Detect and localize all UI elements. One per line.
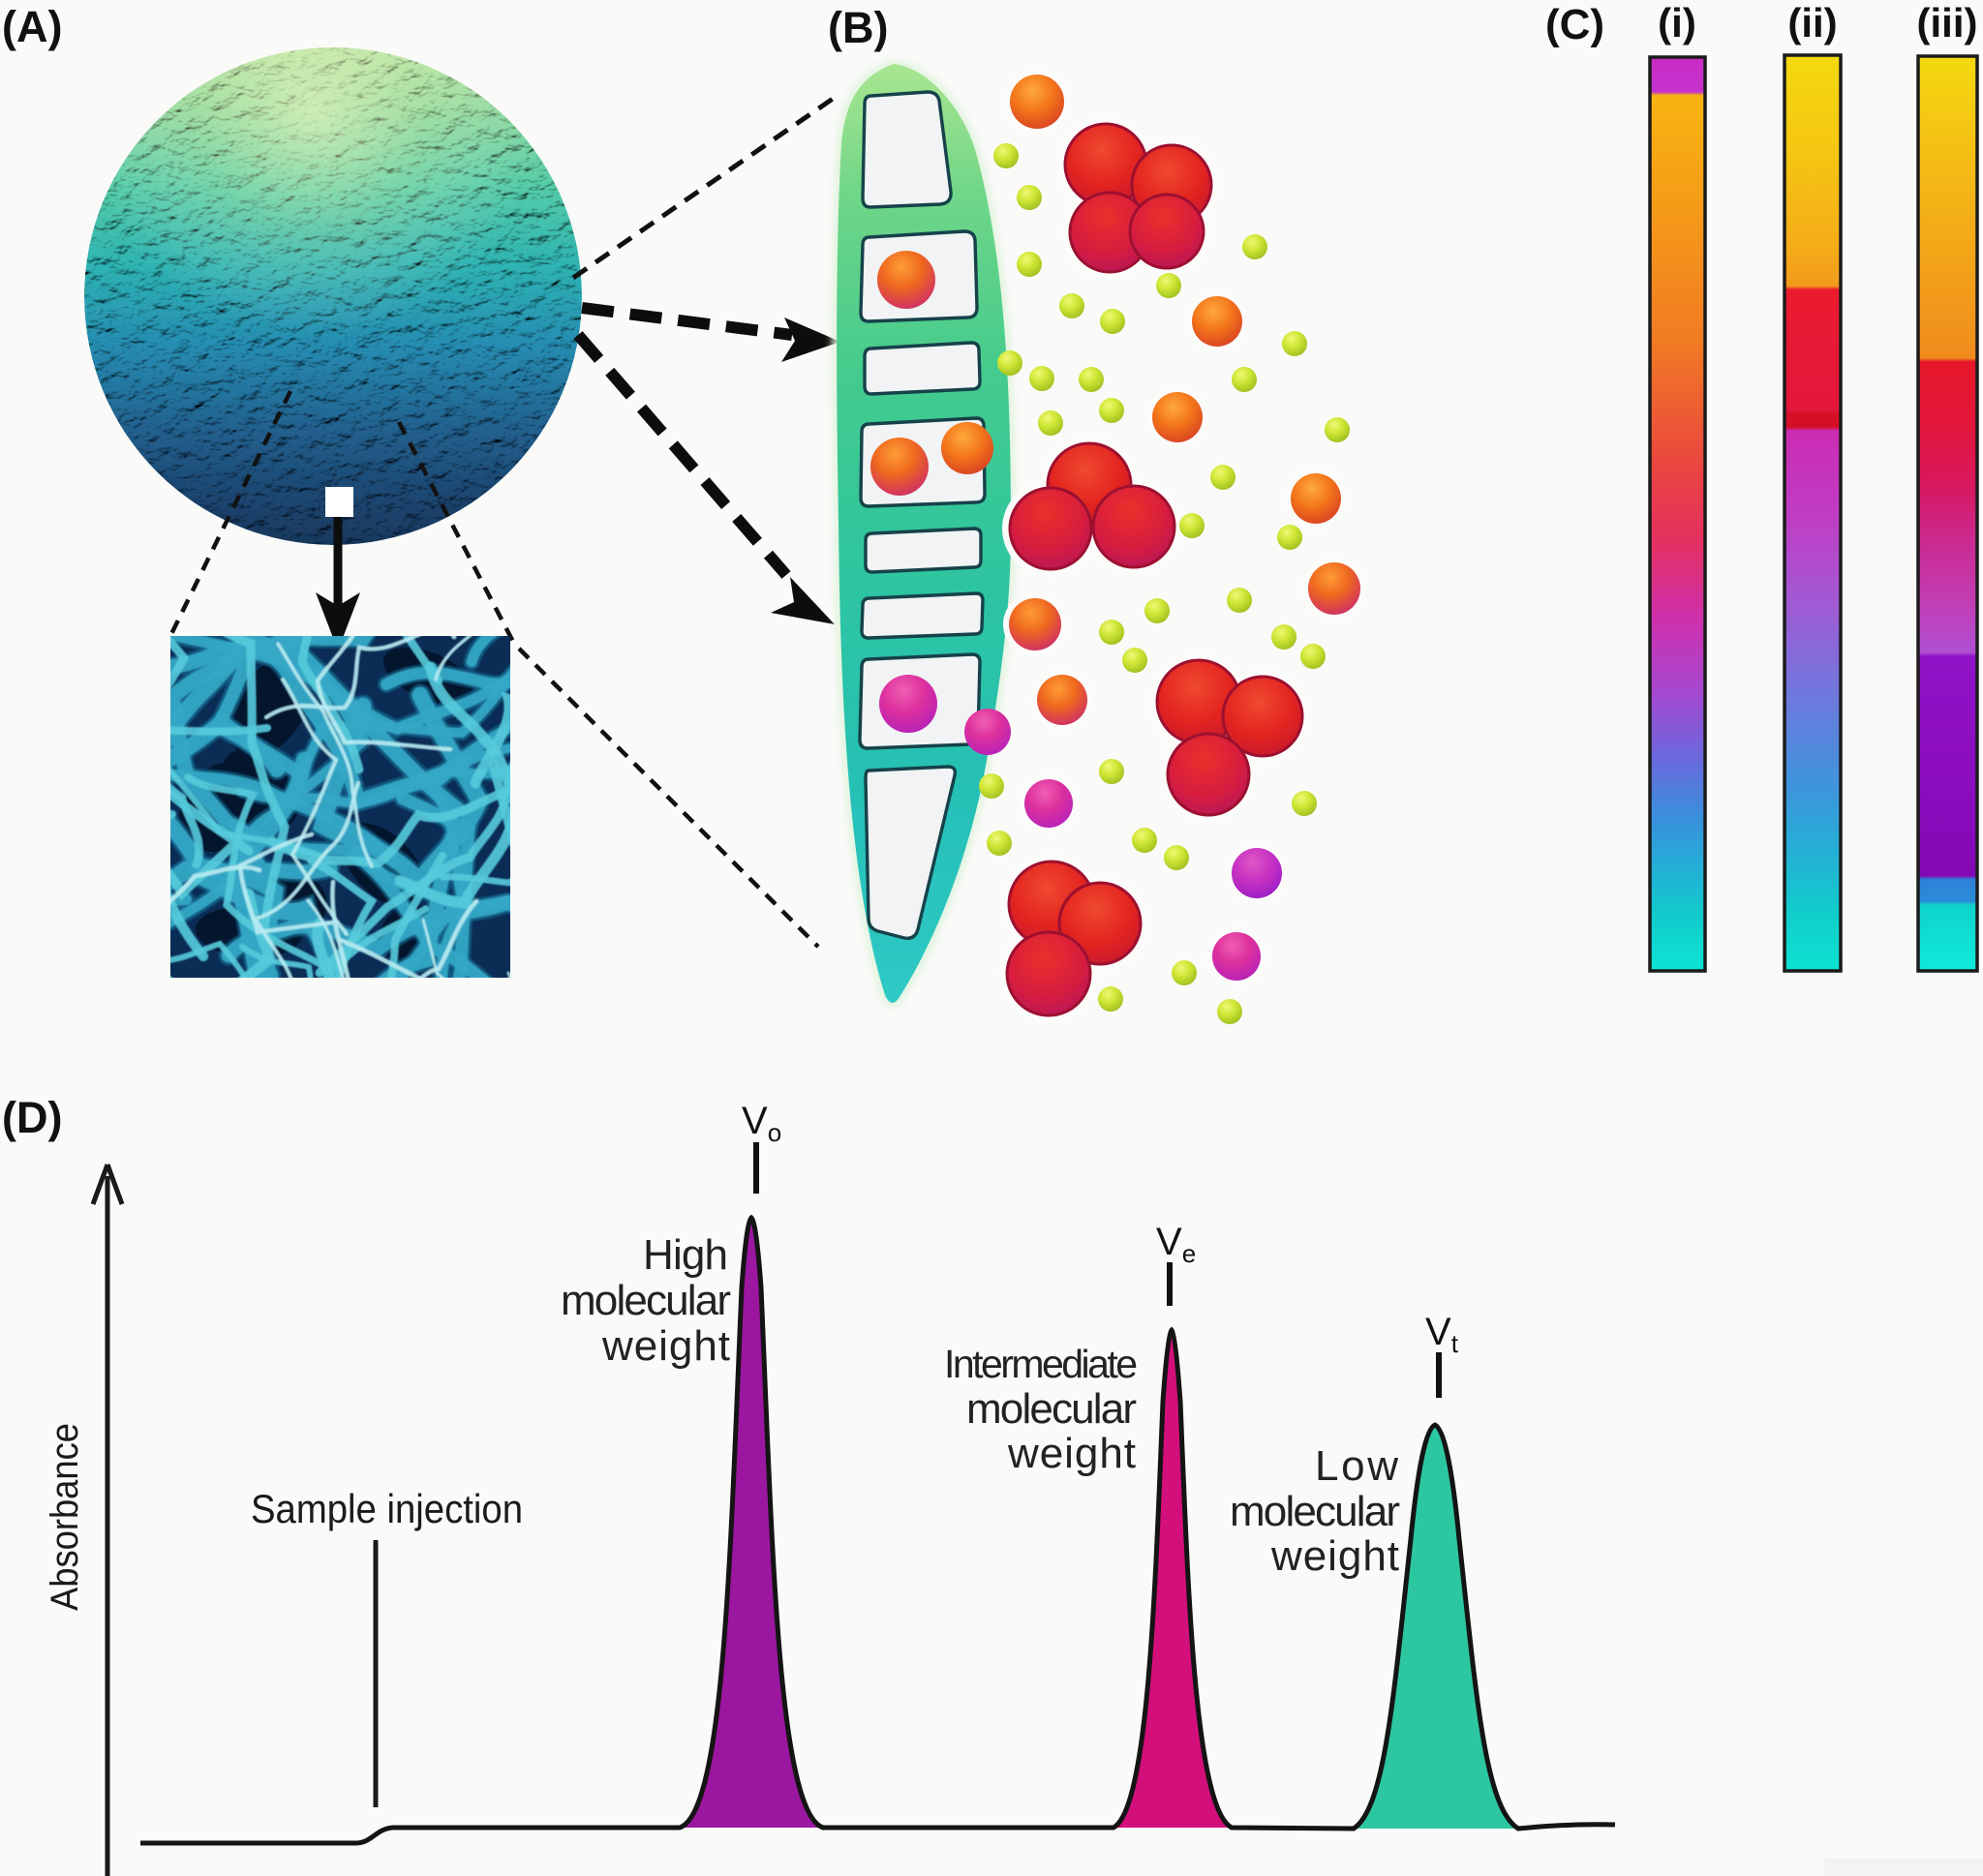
svg-text:(A): (A)	[2, 2, 62, 51]
svg-text:Absorbance: Absorbance	[44, 1423, 86, 1611]
svg-text:(D): (D)	[2, 1093, 62, 1142]
svg-text:(B): (B)	[828, 3, 888, 52]
svg-text:Intermediate: Intermediate	[944, 1342, 1138, 1386]
svg-text:molecular: molecular	[561, 1277, 731, 1324]
svg-text:Sample injection: Sample injection	[251, 1486, 523, 1531]
svg-text:(ii): (ii)	[1787, 0, 1837, 45]
svg-text:molecular: molecular	[1230, 1488, 1400, 1535]
svg-text:(C): (C)	[1545, 1, 1604, 48]
svg-text:Vo: Vo	[742, 1100, 781, 1147]
svg-text:(iii): (iii)	[1917, 0, 1978, 45]
svg-text:weight: weight	[601, 1322, 730, 1370]
svg-text:weight: weight	[1007, 1430, 1136, 1477]
svg-text:High: High	[643, 1231, 728, 1279]
svg-text:weight: weight	[1270, 1532, 1399, 1580]
svg-text:Ve: Ve	[1156, 1221, 1196, 1268]
svg-text:molecular: molecular	[966, 1385, 1137, 1433]
svg-text:Low: Low	[1315, 1442, 1398, 1490]
svg-text:(i): (i)	[1658, 0, 1696, 45]
